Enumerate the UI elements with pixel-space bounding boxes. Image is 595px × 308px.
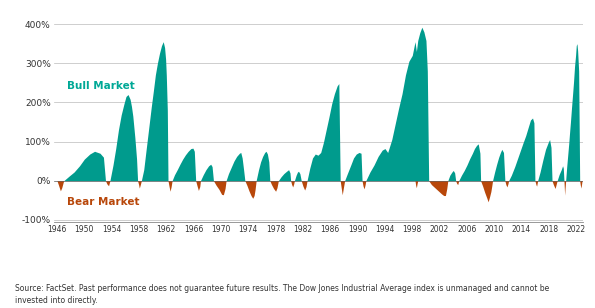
Text: Bear Market: Bear Market — [67, 197, 140, 207]
Text: Source: FactSet. Past performance does not guarantee future results. The Dow Jon: Source: FactSet. Past performance does n… — [15, 284, 549, 305]
Text: Bull Market: Bull Market — [67, 81, 135, 91]
